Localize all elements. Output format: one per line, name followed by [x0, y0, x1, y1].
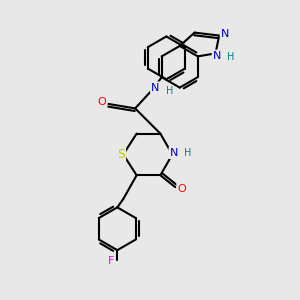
- Text: H: H: [166, 86, 173, 96]
- Text: N: N: [169, 148, 178, 158]
- Text: O: O: [177, 184, 186, 194]
- Text: N: N: [151, 82, 160, 93]
- Text: F: F: [108, 256, 114, 266]
- Text: O: O: [98, 98, 106, 107]
- Text: H: H: [184, 148, 191, 158]
- Text: H: H: [227, 52, 235, 62]
- Text: N: N: [221, 29, 229, 39]
- Text: S: S: [117, 148, 125, 161]
- Text: N: N: [213, 51, 221, 61]
